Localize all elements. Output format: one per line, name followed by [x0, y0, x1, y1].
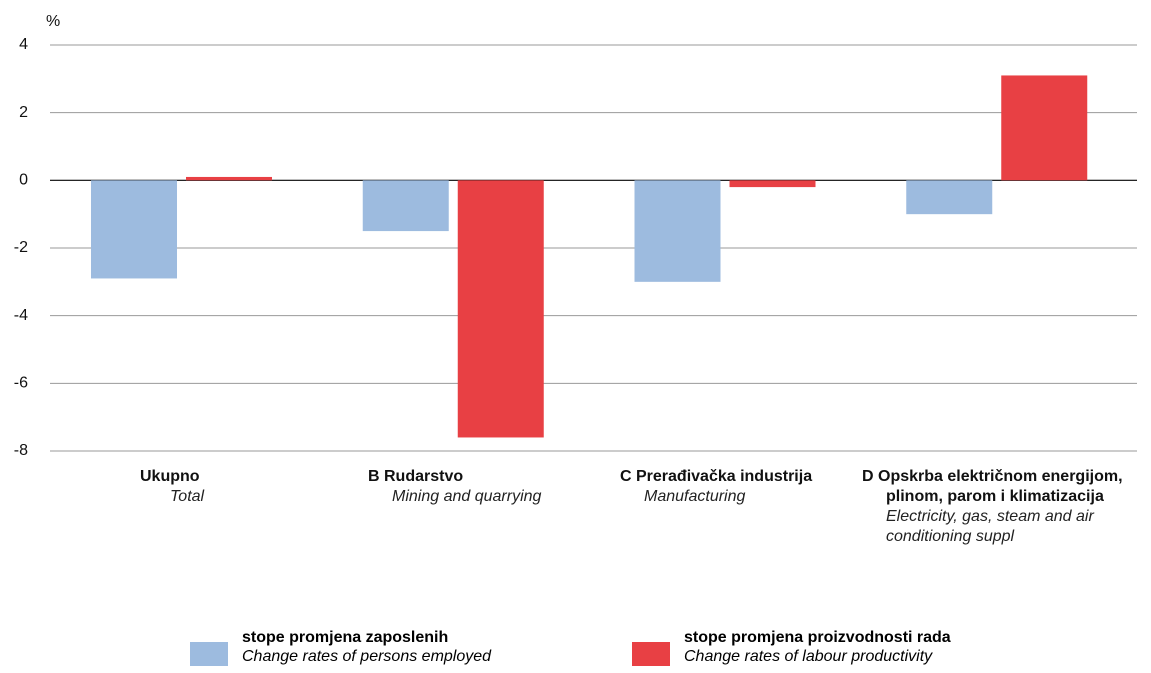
bar: [457, 180, 544, 438]
bar: [186, 176, 272, 181]
legend-item: stope promjena proizvodnosti rada Change …: [632, 628, 951, 666]
category-name: C Prerađivačka industrija: [620, 468, 813, 485]
category-name: B Rudarstvo: [368, 468, 464, 485]
y-tick-label: -6: [14, 375, 28, 392]
y-tick-label: -4: [14, 307, 28, 324]
bar: [362, 180, 449, 232]
bar: [1001, 75, 1088, 181]
y-tick-label: -2: [14, 239, 28, 256]
legend-swatch: [632, 642, 670, 666]
category-name-en: Total: [170, 488, 205, 505]
category-label: C Prerađivačka industrija Manufacturing: [620, 467, 860, 507]
category-label: B Rudarstvo Mining and quarrying: [368, 467, 608, 507]
legend-name-en: Change rates of persons employed: [242, 648, 492, 665]
category-name-en: Mining and quarrying: [392, 488, 542, 505]
y-tick-label: 2: [19, 104, 28, 121]
legend-text: stope promjena proizvodnosti rada Change …: [684, 628, 951, 666]
category-name: Ukupno: [140, 468, 200, 485]
category-label: Ukupno Total: [116, 467, 356, 507]
y-tick-label: 0: [19, 172, 28, 189]
category-name-en: Manufacturing: [644, 488, 746, 505]
category-name-en: Electricity, gas, steam and air conditio…: [886, 508, 1094, 545]
category-label: D Opskrba električnom energijom, plinom,…: [862, 467, 1151, 547]
bar: [906, 180, 993, 215]
bar: [729, 180, 816, 188]
legend-text: stope promjena zaposlenih Change rates of…: [242, 628, 491, 666]
legend-item: stope promjena zaposlenih Change rates of…: [190, 628, 491, 666]
y-tick-label: 4: [19, 36, 28, 53]
bar: [91, 180, 177, 279]
legend-name-en: Change rates of labour productivity: [684, 648, 933, 665]
legend-swatch: [190, 642, 228, 666]
category-name: D Opskrba električnom energijom, plinom,…: [862, 468, 1123, 505]
legend-name: stope promjena zaposlenih: [242, 629, 449, 646]
legend-name: stope promjena proizvodnosti rada: [684, 629, 951, 646]
y-tick-label: -8: [14, 442, 28, 459]
bar: [634, 180, 721, 282]
y-axis-label: %: [46, 13, 60, 30]
